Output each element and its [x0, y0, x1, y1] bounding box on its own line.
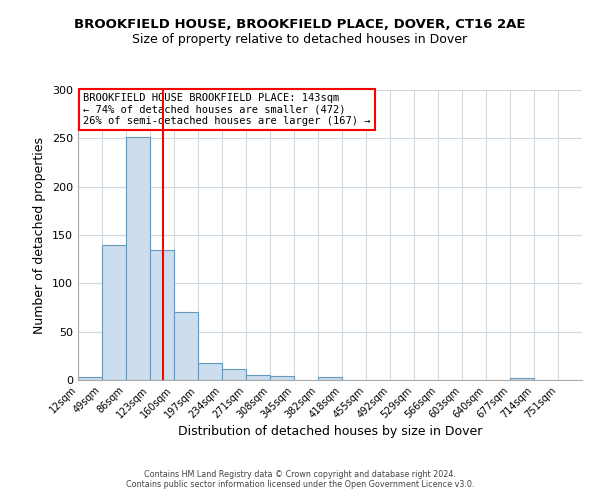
- Bar: [270, 376, 294, 380]
- Bar: [102, 244, 126, 380]
- Bar: [198, 362, 222, 380]
- Text: Contains HM Land Registry data © Crown copyright and database right 2024.
Contai: Contains HM Land Registry data © Crown c…: [126, 470, 474, 489]
- Bar: [318, 377, 342, 380]
- Bar: [222, 370, 246, 380]
- Text: BROOKFIELD HOUSE BROOKFIELD PLACE: 143sqm
← 74% of detached houses are smaller (: BROOKFIELD HOUSE BROOKFIELD PLACE: 143sq…: [83, 93, 371, 126]
- Text: BROOKFIELD HOUSE, BROOKFIELD PLACE, DOVER, CT16 2AE: BROOKFIELD HOUSE, BROOKFIELD PLACE, DOVE…: [74, 18, 526, 30]
- Text: Size of property relative to detached houses in Dover: Size of property relative to detached ho…: [133, 32, 467, 46]
- Bar: [174, 312, 198, 380]
- Bar: [126, 138, 150, 380]
- Bar: [510, 378, 534, 380]
- X-axis label: Distribution of detached houses by size in Dover: Distribution of detached houses by size …: [178, 426, 482, 438]
- Bar: [150, 250, 174, 380]
- Bar: [246, 375, 270, 380]
- Y-axis label: Number of detached properties: Number of detached properties: [34, 136, 46, 334]
- Bar: [78, 377, 102, 380]
